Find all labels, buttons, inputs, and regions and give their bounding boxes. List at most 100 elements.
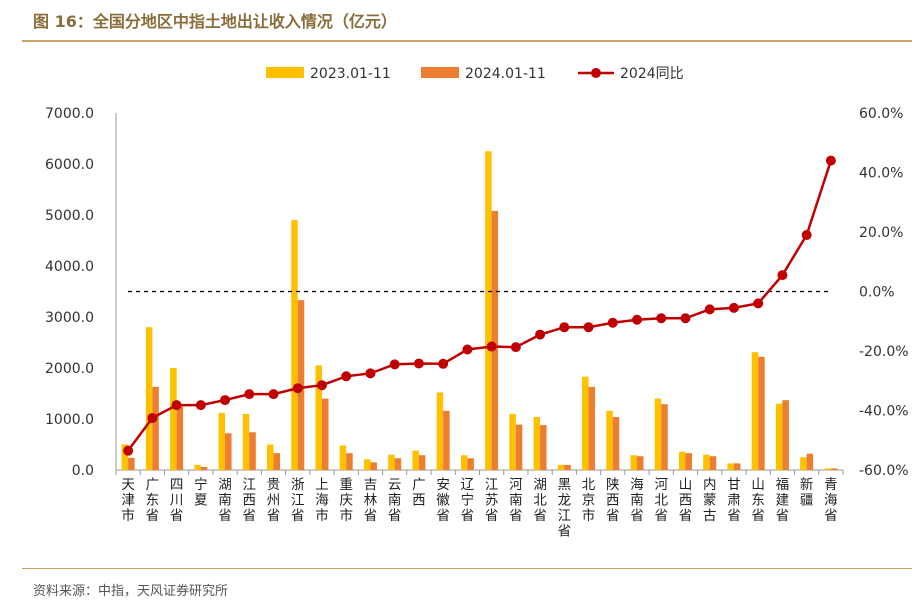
bar-2023 — [727, 463, 734, 470]
y-left-tick-label: 3000.0 — [45, 310, 94, 326]
category-label: 山东省 — [751, 477, 765, 524]
bar-2024 — [443, 410, 450, 470]
category-label: 河南省 — [509, 477, 523, 524]
bar-2023 — [363, 459, 371, 470]
bar-2024 — [540, 425, 547, 470]
bar-2023 — [145, 327, 153, 470]
category-label: 河北省 — [655, 477, 669, 524]
bar-2023 — [170, 368, 177, 470]
category-label: 吉林省 — [364, 477, 378, 524]
yoy-point — [535, 329, 546, 340]
bar-2024 — [394, 458, 402, 470]
bar-2024 — [830, 468, 838, 470]
category-label: 青海省 — [824, 477, 838, 524]
category-label: 四川省 — [170, 477, 184, 524]
category-label: 海南省 — [630, 477, 644, 524]
bar-2023 — [194, 464, 201, 470]
bar-2024 — [782, 400, 789, 470]
bar-2023 — [339, 445, 347, 470]
yoy-point — [680, 313, 691, 324]
bar-2024 — [733, 463, 741, 470]
bar-2023 — [751, 352, 759, 470]
yoy-point — [825, 155, 836, 166]
bar-2023 — [678, 451, 686, 470]
bar-2024 — [200, 466, 208, 470]
yoy-point — [728, 302, 739, 313]
yoy-point — [413, 358, 424, 369]
yoy-point — [292, 383, 303, 394]
yoy-point — [583, 322, 594, 333]
bar-2023 — [291, 220, 298, 470]
category-label: 湖北省 — [533, 477, 547, 524]
source-note: 资料来源：中指，天风证券研究所 — [33, 584, 229, 599]
bar-2024 — [612, 416, 620, 470]
yoy-point — [365, 368, 376, 379]
bar-2024 — [588, 386, 596, 470]
y-left-tick-label: 1000.0 — [45, 412, 94, 428]
legend-swatch-2023 — [266, 67, 304, 78]
y-left-tick-label: 2000.0 — [45, 361, 94, 377]
yoy-point — [777, 270, 788, 281]
bar-2023 — [606, 410, 613, 470]
category-label: 辽宁省 — [461, 477, 475, 524]
y-left-tick-label: 0.0 — [72, 463, 94, 479]
yoy-point — [171, 400, 182, 411]
category-label: 重庆市 — [339, 477, 353, 524]
yoy-point — [389, 359, 400, 370]
legend-label-yoy: 2024同比 — [620, 66, 684, 82]
category-label: 甘肃省 — [727, 477, 741, 524]
yoy-point — [195, 400, 206, 411]
bar-2024 — [491, 210, 499, 471]
category-label: 广东省 — [146, 477, 160, 524]
chart-canvas: 2023.01-11 2024.01-11 2024同比 0.0 1000.0 2000… — [45, 66, 909, 540]
bar-2023 — [242, 413, 250, 470]
yoy-point — [147, 412, 158, 423]
legend-marker-yoy — [591, 68, 601, 78]
bar-2024 — [685, 453, 692, 470]
bar-2024 — [128, 457, 135, 470]
bar-2024 — [564, 464, 571, 470]
bar-2024 — [418, 455, 426, 470]
category-label: 湖南省 — [218, 477, 232, 524]
y-right-tick-label: 60.0% — [859, 106, 903, 122]
y-right-tick-label: -20.0% — [859, 344, 909, 360]
legend-label-2024: 2024.01-11 — [465, 66, 546, 82]
bar-2024 — [709, 456, 717, 470]
bar-2024 — [346, 453, 353, 470]
category-label: 江苏省 — [485, 477, 499, 524]
category-label: 广西 — [412, 477, 426, 509]
y-left-tick-label: 6000.0 — [45, 157, 94, 173]
yoy-point — [462, 344, 473, 355]
bar-2023 — [509, 413, 516, 470]
y-right-tick-label: 0.0% — [859, 285, 895, 301]
legend-swatch-2024 — [421, 67, 459, 78]
yoy-point — [704, 304, 715, 315]
category-label: 江西省 — [243, 477, 257, 524]
y-right-tick-label: -40.0% — [859, 404, 909, 420]
category-label: 天津市 — [121, 477, 135, 524]
yoy-point — [438, 358, 449, 369]
yoy-point — [753, 298, 764, 309]
bar-2023 — [388, 454, 395, 470]
category-label: 贵州省 — [267, 477, 281, 524]
yoy-line-series — [123, 155, 836, 456]
bar-2024 — [515, 424, 523, 470]
bar-2023 — [533, 416, 541, 470]
yoy-point — [316, 380, 327, 391]
category-label: 浙江省 — [291, 477, 305, 524]
bar-2023 — [630, 455, 638, 470]
y-right-tick-label: -60.0% — [859, 463, 909, 479]
bar-2023 — [460, 455, 468, 470]
legend: 2023.01-11 2024.01-11 2024同比 — [266, 66, 684, 82]
category-labels: 天津市广东省四川省宁夏湖南省江西省贵州省浙江省上海市重庆市吉林省云南省广西安徽省… — [121, 476, 837, 540]
category-label: 云南省 — [388, 477, 402, 524]
bar-2023 — [775, 403, 783, 470]
category-label: 宁夏 — [194, 476, 208, 509]
y-right-tick-label: 40.0% — [859, 166, 903, 182]
yoy-point — [632, 314, 643, 325]
yoy-line — [127, 160, 833, 452]
category-label: 北京市 — [582, 477, 596, 524]
y-left-tick-label: 4000.0 — [45, 259, 94, 275]
axes: 0.0 1000.0 2000.0 3000.0 4000.0 5000.0 6000.0 7… — [45, 106, 909, 479]
yoy-point — [607, 317, 618, 328]
